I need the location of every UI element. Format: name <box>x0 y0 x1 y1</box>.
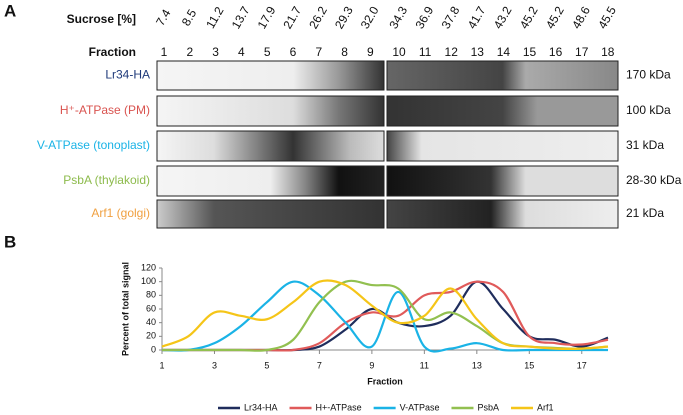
x-tick-label: 13 <box>472 360 482 370</box>
x-tick-label: 5 <box>264 360 269 370</box>
blot-right <box>386 95 619 127</box>
x-tick-label: 1 <box>159 360 164 370</box>
sucrose-value: 45.2 <box>517 4 541 32</box>
x-tick-label: 3 <box>212 360 217 370</box>
fraction-number: 9 <box>367 45 374 59</box>
fraction-number: 12 <box>445 45 459 59</box>
panel-label: A <box>4 1 16 20</box>
sucrose-value: 43.2 <box>491 4 515 32</box>
y-tick-label: 100 <box>141 276 156 286</box>
fraction-number: 16 <box>549 45 563 59</box>
blot-left <box>156 95 385 127</box>
sucrose-value: 37.8 <box>439 4 463 32</box>
legend-label: V-ATPase <box>400 402 440 412</box>
blot-left <box>156 199 385 229</box>
fraction-number: 18 <box>601 45 615 59</box>
y-tick-label: 120 <box>141 262 156 272</box>
blot-right <box>386 199 619 229</box>
blot-left <box>156 60 385 91</box>
blot-panel: 7.4 8.5 11.2 13.7 17.9 21.7 26.2 29.3 32.0 34.3 36… <box>37 4 682 229</box>
x-tick-label: 7 <box>317 360 322 370</box>
row-label: Lr34-HA <box>105 68 150 82</box>
x-tick-label: 11 <box>420 360 429 370</box>
legend-label: PsbA <box>477 402 499 412</box>
sucrose-value: 45.2 <box>543 4 567 32</box>
y-tick-label: 20 <box>146 331 156 341</box>
sucrose-value: 13.7 <box>229 4 253 32</box>
blot-right <box>386 60 619 91</box>
fraction-number: 7 <box>315 45 322 59</box>
size-label: 28-30 kDa <box>626 173 682 187</box>
fraction-number: 17 <box>575 45 589 59</box>
legend-label: Lr34-HA <box>244 402 278 412</box>
sucrose-value: 8.5 <box>179 7 200 29</box>
sucrose-value: 11.2 <box>203 4 227 31</box>
blot-right <box>386 130 619 162</box>
sucrose-value: 45.5 <box>595 4 619 32</box>
sucrose-value: 17.9 <box>255 4 279 32</box>
fraction-number: 3 <box>212 45 219 59</box>
sucrose-value: 34.3 <box>386 4 410 32</box>
row-label: H⁺-ATPase (PM) <box>60 103 150 117</box>
x-tick-label: 9 <box>369 360 374 370</box>
x-axis-label: Fraction <box>367 376 403 386</box>
size-label: 100 kDa <box>626 103 671 117</box>
legend-label: H+-ATPase <box>316 402 362 412</box>
series-line <box>161 279 609 350</box>
sucrose-value: 26.2 <box>306 4 330 32</box>
sucrose-value: 32.0 <box>358 4 382 32</box>
size-label: 21 kDa <box>626 206 664 220</box>
x-tick-label: 15 <box>524 360 534 370</box>
y-tick-label: 80 <box>146 290 156 300</box>
blot-left <box>156 130 385 162</box>
x-tick-label: 17 <box>577 360 587 370</box>
fraction-number: 10 <box>392 45 406 59</box>
fraction-number: 6 <box>290 45 297 59</box>
y-tick-label: 0 <box>151 344 156 354</box>
blot-left <box>156 165 385 197</box>
fraction-number: 8 <box>341 45 348 59</box>
legend-label: Arf1 <box>537 402 554 412</box>
y-tick-label: 40 <box>146 317 156 327</box>
sucrose-value: 21.7 <box>280 4 304 32</box>
sucrose-value: 29.3 <box>332 4 356 32</box>
series-line <box>161 280 608 353</box>
blot-right <box>386 165 619 197</box>
row-label: V-ATPase (tonoplast) <box>37 138 150 152</box>
size-label: 170 kDa <box>626 68 671 82</box>
sucrose-value: 36.9 <box>412 4 436 32</box>
fraction-number: 4 <box>238 45 245 59</box>
fraction-number: 14 <box>497 45 511 59</box>
fraction-number: 11 <box>419 45 432 59</box>
panel-label: B <box>4 232 16 251</box>
fraction-number: 5 <box>264 45 271 59</box>
row-label: PsbA (thylakoid) <box>63 173 150 187</box>
size-label: 31 kDa <box>626 138 664 152</box>
fraction-number: 2 <box>186 45 193 59</box>
y-tick-label: 60 <box>146 303 156 313</box>
y-axis-label: Percent of total signal <box>120 262 130 356</box>
sucrose-value: 48.6 <box>569 4 593 32</box>
fraction-label: Fraction <box>89 45 136 59</box>
fraction-number: 15 <box>523 45 537 59</box>
sucrose-value: 7.4 <box>153 7 174 29</box>
sucrose-value: 41.7 <box>465 4 489 32</box>
fraction-number: 1 <box>161 45 168 59</box>
fraction-number: 13 <box>471 45 485 59</box>
sucrose-label: Sucrose [%] <box>67 12 136 26</box>
row-label: Arf1 (golgi) <box>91 206 150 220</box>
